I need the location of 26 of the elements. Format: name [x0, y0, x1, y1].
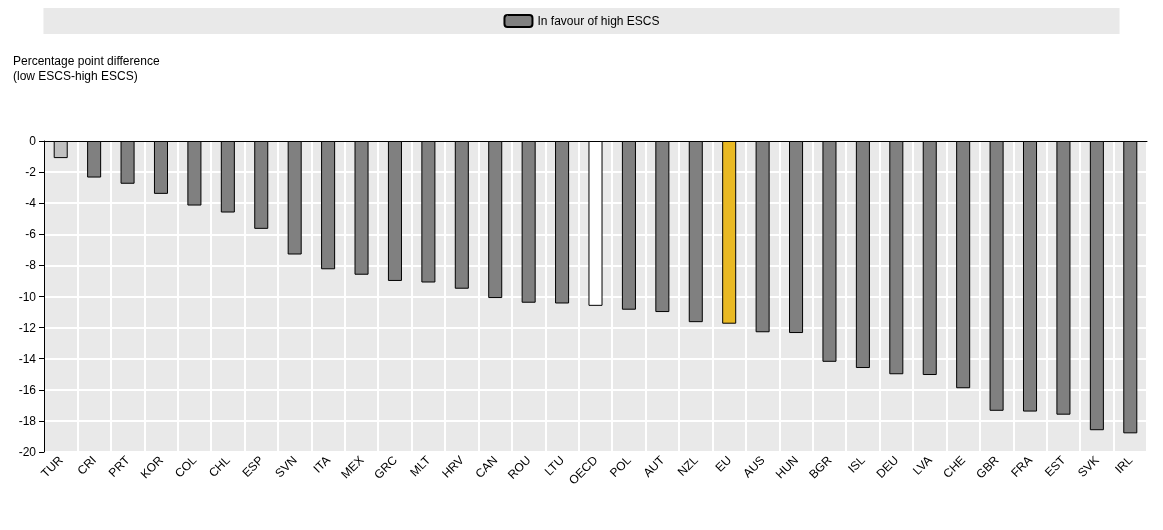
y-tick-label: -8	[25, 258, 37, 273]
x-tick-label: ITA	[310, 453, 334, 476]
y-tick-label: -20	[18, 445, 37, 459]
x-tick-label: IRL	[1112, 452, 1136, 477]
y-tick-label: -14	[18, 351, 37, 366]
y-tick-label: -4	[25, 196, 37, 211]
y-tick-label: -2	[25, 165, 37, 180]
y-tick-label: -16	[18, 382, 37, 397]
x-tick-label: LVA	[910, 453, 935, 478]
x-tick-label: LTU	[541, 453, 568, 479]
y-axis-title: Percentage point difference (low ESCS-high ESCS)	[13, 53, 160, 83]
x-tick-label: CHL	[205, 452, 234, 480]
x-tick-label: FRA	[1008, 453, 1035, 480]
y-tick-label: -18	[18, 413, 37, 428]
legend-label: In favour of high ESCS	[537, 14, 660, 28]
y-tick-label: -10	[18, 289, 37, 304]
y-tick-label: -6	[25, 227, 37, 242]
x-tick-label: EU	[712, 453, 735, 475]
x-tick-label: NZL	[674, 452, 701, 479]
x-tick-label: TUR	[38, 452, 66, 481]
y-tick-label: -12	[18, 320, 37, 335]
x-tick-label: POL	[607, 452, 635, 480]
x-tick-label: COL	[172, 452, 200, 481]
x-tick-label: ISL	[845, 452, 869, 476]
x-tick-label: CRI	[74, 453, 100, 478]
y-tick-label: 0	[29, 134, 37, 148]
